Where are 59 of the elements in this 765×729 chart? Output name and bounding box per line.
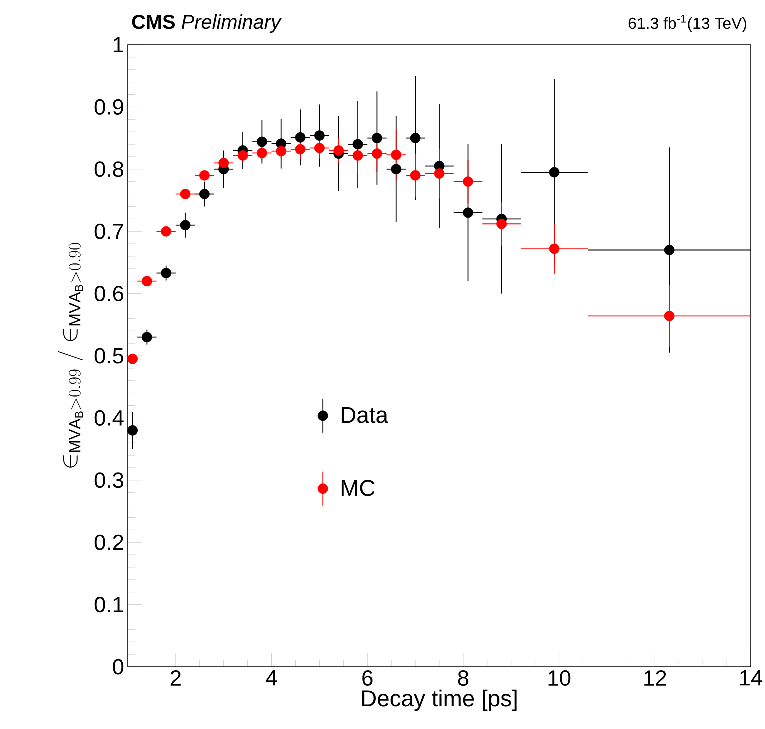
x-tick-label: 14	[740, 670, 763, 686]
point	[314, 130, 325, 142]
point	[218, 158, 230, 168]
legend-label: MC	[342, 480, 375, 496]
x-tick-label: 12	[644, 670, 666, 686]
point	[180, 189, 191, 200]
y-axis-title: $\in_{\mathrm{MVA_B} > 0.99}/\in_{\mathrm{MVA_B} > 0.90}$	[58, 243, 84, 468]
point	[199, 189, 210, 200]
x-tick-label: 2	[170, 670, 181, 686]
y-tick-label: 0.2	[94, 534, 124, 550]
point	[549, 167, 560, 178]
point	[496, 218, 508, 230]
x-tick-label: 8	[458, 670, 469, 686]
y-tick-label: 0.1	[94, 597, 124, 613]
point	[161, 268, 172, 278]
point	[463, 208, 474, 218]
y-tick-label: 0.8	[94, 162, 124, 178]
y-tick-label: 0.3	[94, 472, 124, 488]
point	[256, 148, 268, 158]
point	[276, 146, 287, 157]
point	[463, 176, 474, 188]
point	[391, 164, 402, 175]
x-tick-label: 4	[266, 670, 278, 686]
chart-subtitle: 61.3 fb$^{-1}$(13 TeV)	[628, 15, 747, 32]
point	[295, 144, 306, 155]
x-tick-label: 6	[362, 670, 373, 686]
point	[295, 132, 306, 143]
y-tick-label: 0.7	[94, 224, 124, 240]
y-tick-label: 0.4	[94, 410, 124, 426]
y-tick-label: 0	[113, 659, 124, 675]
point	[372, 133, 382, 144]
point	[410, 170, 421, 181]
x-axis-title: Decay time [ps]	[362, 690, 517, 712]
point	[391, 150, 402, 160]
point	[434, 168, 445, 179]
point	[352, 139, 364, 150]
point	[256, 136, 268, 148]
y-tick-label: 1	[114, 37, 124, 53]
point	[199, 170, 210, 181]
point	[128, 354, 138, 364]
point	[372, 148, 382, 160]
chart-title: CMS Preliminary	[132, 14, 282, 34]
point	[314, 143, 325, 154]
point	[142, 332, 152, 343]
x-tick-label: 10	[548, 670, 571, 686]
legend-label: Data	[342, 407, 388, 424]
y-tick-label: 0.9	[94, 99, 124, 115]
y-tick-label: 0.5	[94, 348, 124, 364]
point	[664, 310, 675, 322]
point	[180, 220, 191, 231]
point	[161, 226, 172, 237]
point	[352, 150, 364, 161]
point	[128, 425, 138, 436]
y-tick-label: 0.6	[94, 286, 124, 302]
point	[664, 245, 675, 256]
point	[334, 146, 344, 156]
point	[549, 244, 560, 254]
point	[410, 133, 421, 144]
point	[142, 276, 152, 287]
